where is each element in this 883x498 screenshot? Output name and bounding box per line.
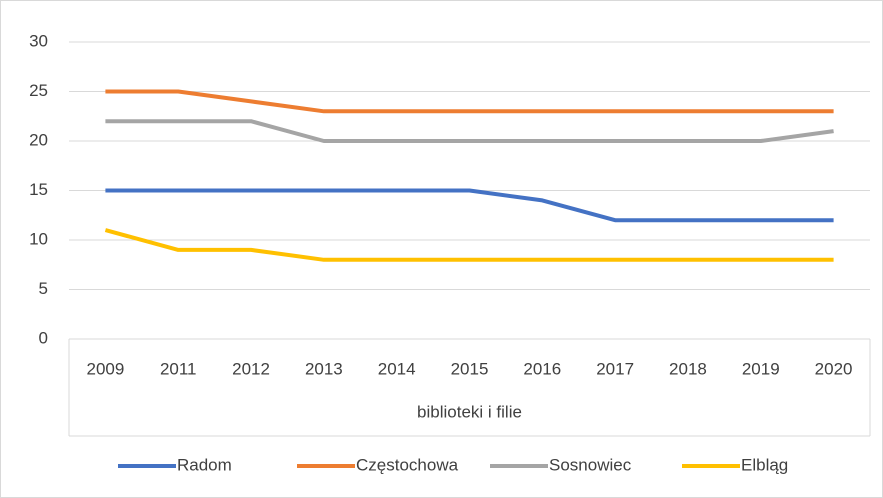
- series-line: [105, 119, 834, 143]
- x-tick-label: 2014: [378, 359, 416, 378]
- x-tick-label: 2020: [815, 359, 853, 378]
- y-tick-label: 10: [29, 229, 48, 248]
- series-line: [105, 89, 834, 114]
- legend-label: Radom: [177, 455, 232, 474]
- x-tick-label: 2012: [232, 359, 270, 378]
- legend-label: Elbląg: [741, 455, 788, 474]
- x-tick-label: 2017: [596, 359, 634, 378]
- series-line: [105, 188, 834, 223]
- y-tick-label: 30: [29, 31, 48, 50]
- x-group-label: biblioteki i filie: [417, 402, 522, 421]
- y-tick-label: 15: [29, 180, 48, 199]
- x-tick-label: 2015: [451, 359, 489, 378]
- y-tick-label: 5: [39, 279, 48, 298]
- x-tick-label: 2018: [669, 359, 707, 378]
- y-tick-label: 0: [39, 328, 48, 347]
- x-tick-label: 2013: [305, 359, 343, 378]
- x-tick-label: 2011: [160, 359, 197, 378]
- x-tick-label: 2009: [86, 359, 124, 378]
- x-tick-label: 2016: [523, 359, 561, 378]
- legend-label: Częstochowa: [356, 455, 459, 474]
- y-tick-label: 20: [29, 130, 48, 149]
- y-tick-label: 25: [29, 81, 48, 100]
- x-tick-label: 2019: [742, 359, 780, 378]
- series-line: [104, 228, 834, 262]
- legend-label: Sosnowiec: [549, 455, 632, 474]
